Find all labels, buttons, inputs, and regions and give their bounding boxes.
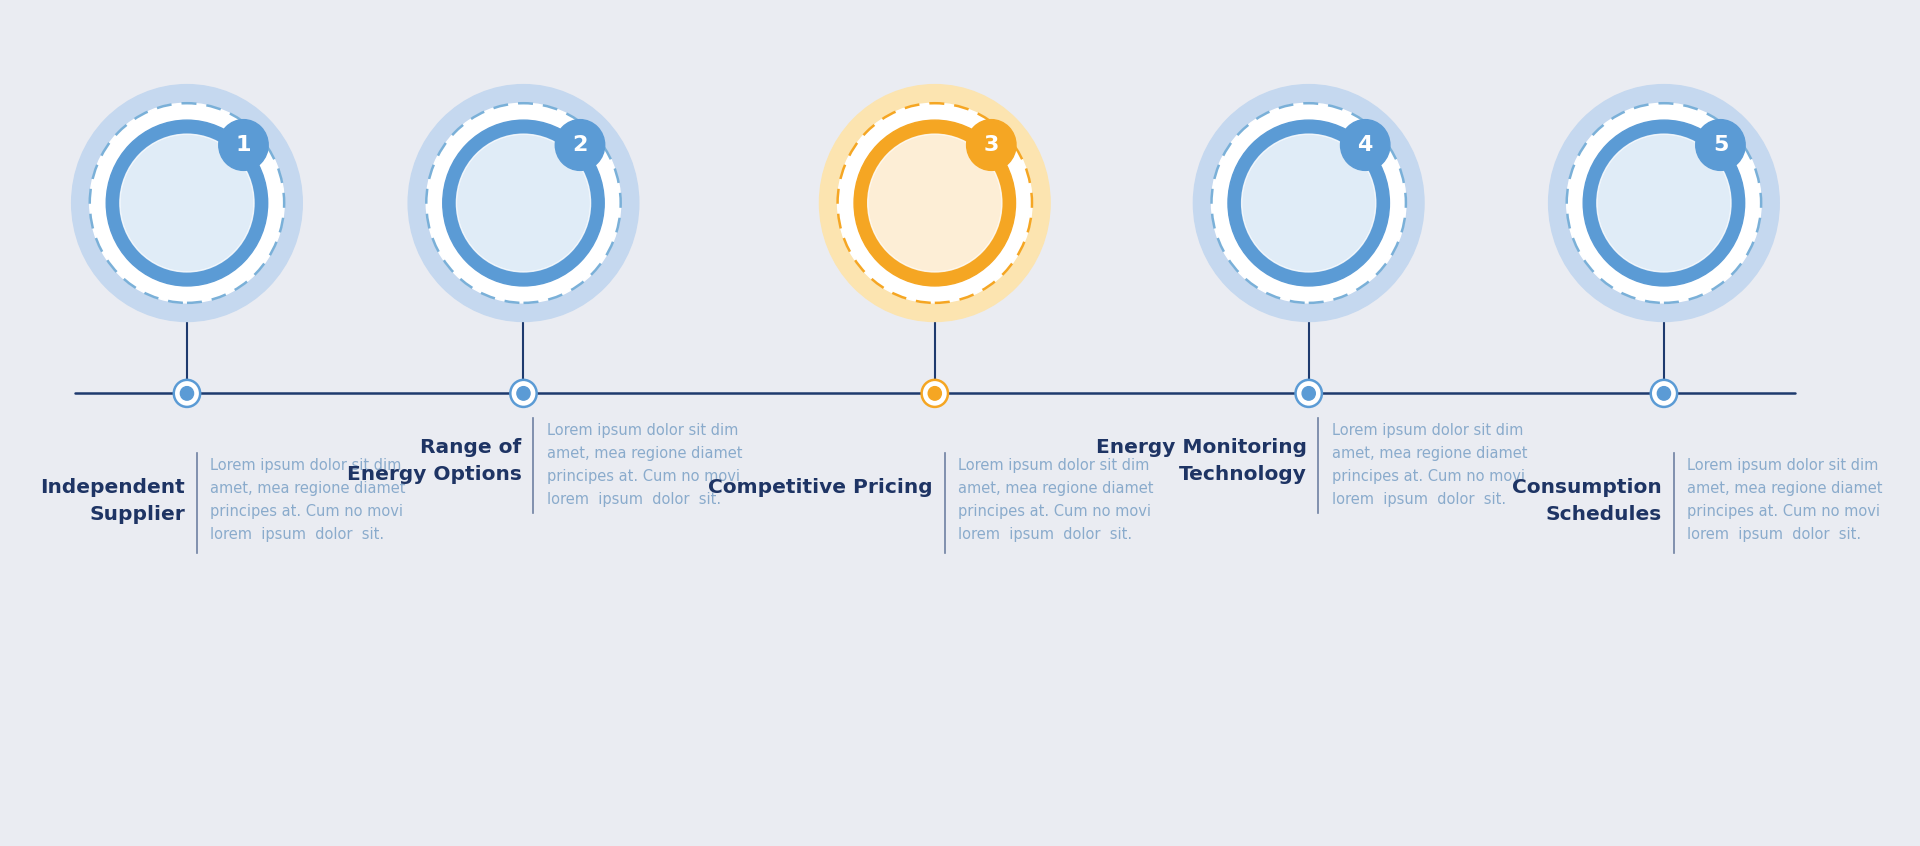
Text: Independent
Supplier: Independent Supplier [40,478,184,524]
Circle shape [1194,85,1425,321]
Circle shape [457,135,591,272]
Circle shape [927,387,941,400]
Circle shape [966,119,1016,170]
Circle shape [511,380,538,407]
Text: 2: 2 [572,135,588,155]
Circle shape [71,85,301,321]
Circle shape [426,103,620,303]
Circle shape [555,119,605,170]
Circle shape [119,135,253,272]
Text: Consumption
Schedules: Consumption Schedules [1513,478,1663,524]
Circle shape [106,120,267,286]
Circle shape [1229,120,1390,286]
Circle shape [1657,387,1670,400]
Text: Lorem ipsum dolor sit dim
amet, mea regione diamet
principes at. Cum no movi
lor: Lorem ipsum dolor sit dim amet, mea regi… [958,459,1154,541]
Text: Lorem ipsum dolor sit dim
amet, mea regione diamet
principes at. Cum no movi
lor: Lorem ipsum dolor sit dim amet, mea regi… [1688,459,1884,541]
Circle shape [180,387,194,400]
Circle shape [1340,119,1390,170]
Circle shape [820,85,1050,321]
Circle shape [409,85,639,321]
Circle shape [1584,120,1745,286]
Text: Lorem ipsum dolor sit dim
amet, mea regione diamet
principes at. Cum no movi
lor: Lorem ipsum dolor sit dim amet, mea regi… [1332,423,1528,507]
Circle shape [1651,380,1676,407]
Circle shape [1242,135,1377,272]
Text: 4: 4 [1357,135,1373,155]
Text: Range of
Energy Options: Range of Energy Options [348,438,522,484]
Circle shape [1597,135,1732,272]
Circle shape [1302,387,1315,400]
Circle shape [1212,103,1405,303]
Text: Energy Monitoring
Technology: Energy Monitoring Technology [1096,438,1308,484]
Circle shape [837,103,1031,303]
Text: 1: 1 [236,135,252,155]
Text: Competitive Pricing: Competitive Pricing [708,478,933,497]
Circle shape [854,120,1016,286]
Circle shape [868,135,1002,272]
Circle shape [1549,85,1780,321]
Circle shape [219,119,269,170]
Circle shape [444,120,605,286]
Circle shape [90,103,284,303]
Text: Lorem ipsum dolor sit dim
amet, mea regione diamet
principes at. Cum no movi
lor: Lorem ipsum dolor sit dim amet, mea regi… [547,423,743,507]
Text: 5: 5 [1713,135,1728,155]
Text: Lorem ipsum dolor sit dim
amet, mea regione diamet
principes at. Cum no movi
lor: Lorem ipsum dolor sit dim amet, mea regi… [211,459,405,541]
Text: 3: 3 [983,135,998,155]
Circle shape [1296,380,1321,407]
Circle shape [175,380,200,407]
Circle shape [1567,103,1761,303]
Circle shape [516,387,530,400]
Circle shape [922,380,948,407]
Circle shape [1695,119,1745,170]
